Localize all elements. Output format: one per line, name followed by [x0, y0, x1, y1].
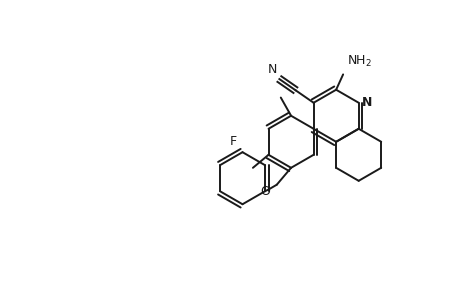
Text: NH$_2$: NH$_2$	[346, 54, 371, 69]
Text: O: O	[259, 185, 269, 198]
Text: F: F	[230, 135, 236, 148]
Text: N: N	[267, 63, 276, 76]
Text: N: N	[361, 96, 372, 109]
